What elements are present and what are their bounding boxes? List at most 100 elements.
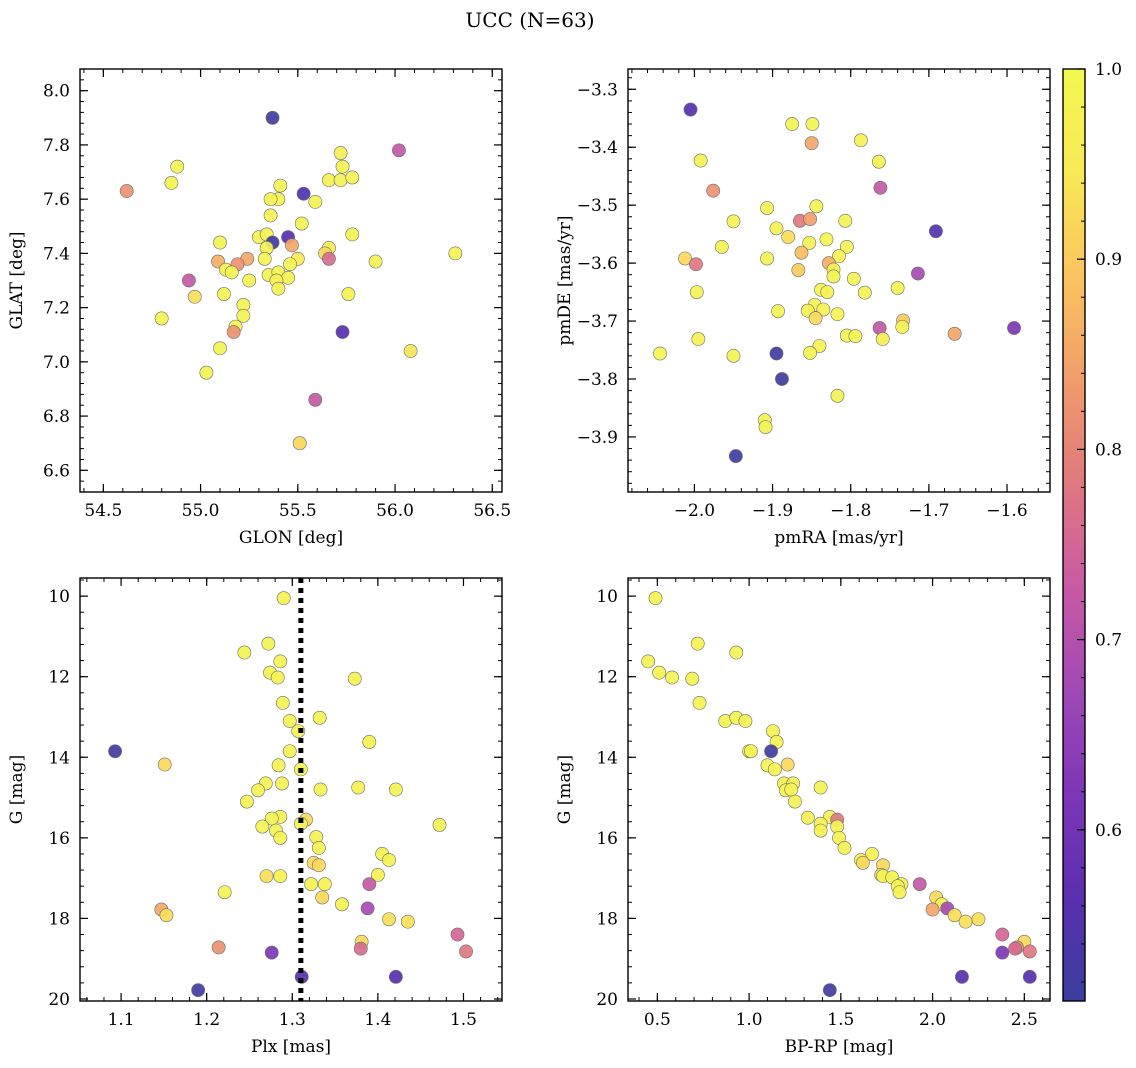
data-point: [273, 869, 288, 884]
scatter-series: [653, 102, 1021, 463]
data-point: [653, 346, 667, 361]
scatter-series: [108, 591, 473, 998]
data-point: [728, 449, 743, 463]
data-point: [837, 841, 852, 855]
data-point: [388, 782, 403, 797]
data-point: [760, 251, 774, 266]
data-point: [816, 302, 831, 317]
data-point: [830, 388, 845, 403]
data-point: [706, 183, 721, 198]
data-point: [304, 877, 319, 892]
data-point: [1007, 321, 1021, 335]
y-tick-label: 14: [48, 748, 70, 768]
data-point: [311, 858, 326, 873]
y-tick-label: −3.3: [577, 80, 618, 100]
data-point: [251, 783, 265, 798]
x-tick-label: 2.0: [919, 1010, 946, 1030]
data-point: [285, 238, 299, 253]
data-point: [211, 940, 226, 955]
data-point: [804, 136, 819, 151]
data-point: [119, 184, 134, 198]
panel-3: 1.1 1.2 1.3 1.4 1.5 10 12 14 16 18 20 Plx [mas] G [m…: [7, 577, 503, 1057]
data-point: [802, 235, 817, 250]
data-point: [382, 912, 396, 927]
x-tick-label: 56.0: [376, 501, 414, 521]
data-point: [892, 885, 907, 900]
x-tick-label: 1.4: [364, 1010, 391, 1030]
data-point: [370, 868, 385, 882]
data-point: [813, 823, 828, 838]
data-point: [261, 636, 276, 651]
data-point: [291, 724, 306, 738]
y-axis-label: GLAT [deg]: [7, 231, 27, 329]
x-tick-label: 1.0: [736, 1010, 763, 1030]
y-tick-label: 7.6: [43, 190, 70, 210]
colorbar-tick-label: 1.0: [1095, 60, 1122, 80]
x-tick-label: −2.0: [674, 501, 715, 521]
x-tick-label: 2.5: [1011, 1010, 1038, 1030]
y-tick-label: −3.9: [577, 428, 618, 448]
scatter-series: [641, 591, 1037, 998]
y-tick-label: 12: [48, 668, 70, 688]
data-point: [809, 199, 824, 214]
y-tick-label: 10: [596, 587, 618, 607]
data-point: [271, 281, 286, 296]
data-point: [775, 372, 789, 386]
data-point: [263, 208, 278, 223]
y-tick-label: 7.4: [43, 244, 70, 264]
data-point: [347, 671, 362, 686]
x-tick-label: 54.5: [84, 501, 122, 521]
data-point: [738, 714, 753, 728]
data-point: [947, 908, 962, 923]
data-point: [450, 927, 465, 942]
data-point: [154, 311, 169, 326]
data-point: [459, 944, 473, 959]
data-point: [296, 186, 311, 201]
data-point: [803, 346, 817, 360]
data-point: [265, 110, 280, 125]
data-point: [911, 266, 925, 281]
figure-title: UCC (N=63): [465, 8, 594, 32]
data-point: [259, 869, 274, 884]
data-point: [958, 914, 973, 929]
data-point: [820, 285, 835, 299]
data-point: [432, 818, 447, 832]
data-point: [714, 239, 729, 254]
y-tick-label: −3.7: [577, 312, 618, 332]
data-point: [353, 941, 368, 956]
data-point: [853, 133, 868, 148]
data-point: [758, 420, 773, 434]
plot-frame: [627, 68, 1051, 493]
y-tick-label: 7.0: [43, 353, 70, 373]
data-point: [276, 591, 291, 606]
data-point: [729, 645, 744, 660]
y-tick-label: 18: [596, 909, 618, 929]
data-point: [335, 325, 350, 339]
data-point: [388, 969, 403, 984]
data-point: [400, 914, 415, 929]
data-point: [213, 341, 227, 356]
data-point: [164, 175, 179, 190]
data-point: [108, 744, 122, 759]
data-point: [819, 232, 834, 247]
colorbar-gradient: [1062, 68, 1086, 1002]
data-point: [683, 102, 698, 117]
data-point: [187, 289, 202, 304]
data-point: [692, 695, 707, 710]
data-point: [1022, 944, 1037, 959]
data-point: [822, 983, 837, 998]
data-point: [808, 311, 823, 326]
x-tick-label: 56.5: [473, 501, 511, 521]
y-tick-label: 16: [48, 829, 70, 849]
x-tick-label: 55.0: [182, 501, 220, 521]
data-point: [875, 332, 890, 346]
data-point: [392, 143, 406, 158]
colorbar-tick-label: 0.9: [1095, 250, 1122, 270]
data-point: [213, 235, 227, 250]
data-point: [832, 249, 846, 264]
data-point: [726, 348, 741, 363]
y-tick-label: −3.5: [577, 196, 618, 216]
y-tick-label: 16: [596, 829, 618, 849]
data-point: [236, 308, 251, 323]
x-tick-label: −1.9: [752, 501, 793, 521]
